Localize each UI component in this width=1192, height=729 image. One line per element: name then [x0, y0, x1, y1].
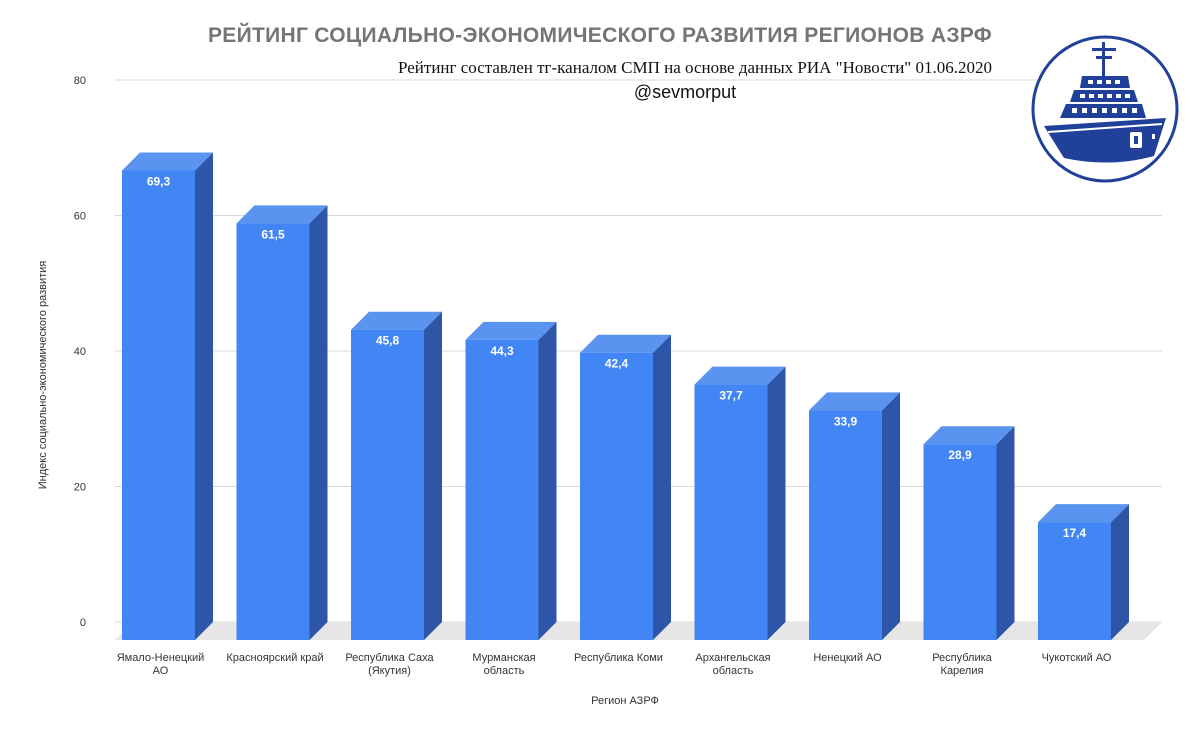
- bar-top: [694, 366, 786, 385]
- data-label: 61,5: [261, 227, 285, 241]
- y-tick-label: 0: [80, 617, 86, 629]
- bar: [923, 444, 997, 640]
- bar: [351, 329, 424, 640]
- y-tick-label: 80: [74, 75, 86, 87]
- y-axis-title: Индекс социально-экономического развития: [37, 261, 49, 490]
- bar-side: [767, 366, 786, 640]
- x-tick-label: Архангельская область: [695, 652, 770, 677]
- data-label: 17,4: [1063, 526, 1087, 540]
- y-tick-label: 60: [74, 211, 86, 223]
- y-tick-label: 20: [74, 482, 86, 494]
- data-label: 44,3: [490, 344, 514, 358]
- bar-top: [351, 311, 442, 330]
- x-tick-label: Чукотский АО: [1042, 652, 1112, 664]
- bar-side: [195, 152, 213, 640]
- x-tick-label: Мурманская область: [472, 652, 535, 677]
- bar-top: [465, 321, 557, 340]
- bar-top: [809, 392, 900, 411]
- bar-top: [923, 426, 1015, 445]
- channel-handle: @sevmorput: [633, 82, 737, 102]
- bar: [1038, 522, 1111, 640]
- icebreaker-ship-logo: [1031, 35, 1179, 183]
- bar-side: [653, 334, 671, 640]
- bar-top: [580, 334, 671, 353]
- bar-side: [882, 392, 900, 640]
- bar-side: [996, 426, 1015, 640]
- bar: [580, 352, 653, 640]
- data-label: 45,8: [376, 334, 400, 348]
- x-tick-label: Ненецкий АО: [813, 652, 882, 664]
- x-tick-label: Ямало-Ненецкий АО: [117, 652, 205, 677]
- data-label: 37,7: [719, 389, 743, 403]
- bar-top: [122, 152, 213, 171]
- data-label: 28,9: [948, 448, 972, 462]
- bar-side: [309, 205, 328, 640]
- x-tick-label: Республика Карелия: [932, 652, 992, 677]
- bar-side: [424, 311, 442, 640]
- bar: [122, 170, 195, 640]
- x-axis-title: Регион АЗРФ: [591, 695, 659, 707]
- x-tick-label: Красноярский край: [226, 652, 323, 664]
- chart-title: РЕЙТИНГ СОЦИАЛЬНО-ЭКОНОМИЧЕСКОГО РАЗВИТИ…: [207, 24, 993, 47]
- bar: [809, 410, 882, 640]
- x-tick-label: Республика Коми: [574, 652, 663, 664]
- bar: [236, 223, 310, 640]
- bar-top: [236, 205, 328, 224]
- bar: [465, 339, 539, 640]
- data-label: 42,4: [605, 357, 629, 371]
- y-tick-label: 40: [74, 346, 86, 358]
- bar-side: [538, 321, 557, 640]
- data-label: 69,3: [147, 174, 171, 188]
- bar: [694, 384, 768, 640]
- chart-subtitle: Рейтинг составлен тг-каналом СМП на осно…: [398, 58, 992, 77]
- data-label: 33,9: [834, 414, 858, 428]
- bar-top: [1038, 504, 1129, 523]
- x-tick-label: Республика Саха (Якутия): [345, 652, 434, 677]
- bar-side: [1111, 504, 1129, 640]
